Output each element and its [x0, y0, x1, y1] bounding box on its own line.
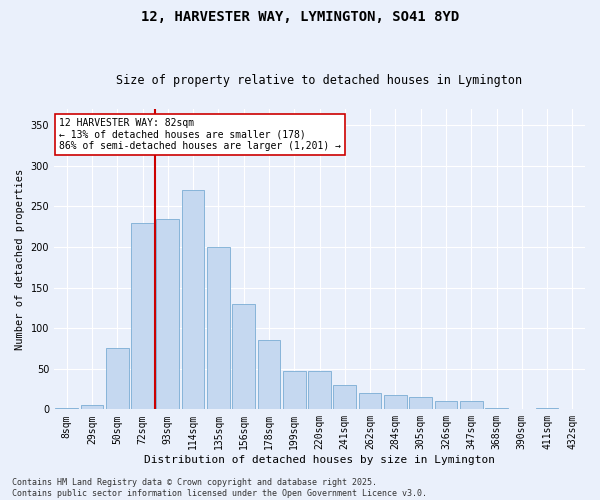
Bar: [536, 408, 559, 410]
Bar: [283, 371, 305, 410]
Bar: [384, 394, 407, 409]
Bar: [55, 408, 78, 410]
Bar: [434, 401, 457, 409]
Bar: [257, 340, 280, 409]
Bar: [460, 401, 482, 409]
Title: Size of property relative to detached houses in Lymington: Size of property relative to detached ho…: [116, 74, 523, 87]
Bar: [359, 393, 382, 409]
Bar: [308, 371, 331, 410]
Bar: [485, 408, 508, 410]
Bar: [232, 304, 255, 410]
Bar: [182, 190, 205, 410]
Bar: [207, 247, 230, 410]
Bar: [106, 348, 128, 410]
Y-axis label: Number of detached properties: Number of detached properties: [15, 168, 25, 350]
Text: 12 HARVESTER WAY: 82sqm
← 13% of detached houses are smaller (178)
86% of semi-d: 12 HARVESTER WAY: 82sqm ← 13% of detache…: [59, 118, 341, 151]
Bar: [334, 385, 356, 409]
Bar: [409, 397, 432, 409]
Bar: [157, 218, 179, 410]
Bar: [131, 222, 154, 410]
X-axis label: Distribution of detached houses by size in Lymington: Distribution of detached houses by size …: [144, 455, 495, 465]
Text: Contains HM Land Registry data © Crown copyright and database right 2025.
Contai: Contains HM Land Registry data © Crown c…: [12, 478, 427, 498]
Text: 12, HARVESTER WAY, LYMINGTON, SO41 8YD: 12, HARVESTER WAY, LYMINGTON, SO41 8YD: [141, 10, 459, 24]
Bar: [80, 406, 103, 409]
